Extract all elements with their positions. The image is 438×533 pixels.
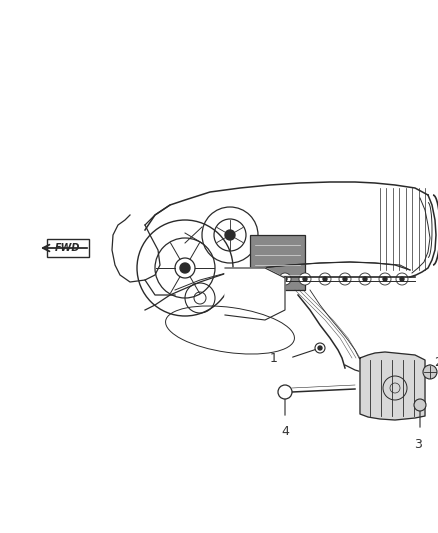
Text: FWD: FWD — [55, 243, 81, 253]
Circle shape — [343, 277, 347, 281]
Circle shape — [225, 230, 235, 240]
FancyBboxPatch shape — [47, 239, 89, 257]
Circle shape — [303, 277, 307, 281]
Polygon shape — [225, 268, 285, 320]
Circle shape — [363, 277, 367, 281]
Circle shape — [396, 273, 408, 285]
Circle shape — [279, 273, 291, 285]
Circle shape — [423, 365, 437, 379]
Text: 4: 4 — [281, 425, 289, 438]
Polygon shape — [360, 352, 425, 420]
Circle shape — [283, 277, 287, 281]
Circle shape — [339, 273, 351, 285]
Circle shape — [278, 385, 292, 399]
Polygon shape — [112, 215, 160, 282]
Circle shape — [315, 343, 325, 353]
Circle shape — [379, 273, 391, 285]
Circle shape — [180, 263, 190, 273]
Circle shape — [383, 277, 387, 281]
Text: 2: 2 — [434, 356, 438, 368]
Text: 1: 1 — [270, 351, 278, 365]
Circle shape — [414, 399, 426, 411]
Circle shape — [263, 277, 267, 281]
Circle shape — [319, 273, 331, 285]
Circle shape — [299, 273, 311, 285]
Circle shape — [318, 346, 322, 350]
Text: 3: 3 — [414, 438, 422, 451]
Circle shape — [359, 273, 371, 285]
Circle shape — [400, 277, 404, 281]
Bar — [250, 235, 305, 290]
Circle shape — [259, 273, 271, 285]
Circle shape — [323, 277, 327, 281]
